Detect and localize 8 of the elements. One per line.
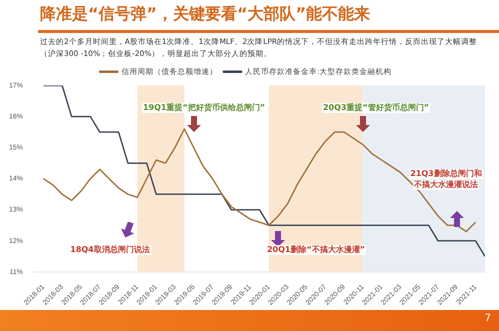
chart-title: 降准是“信号弹”，关键要看“大部队”能不能来: [40, 4, 370, 25]
annotation: 不搞大水漫灌说法: [413, 180, 479, 190]
annotation: 20Q3重提“管好货币总闸门”: [322, 103, 430, 113]
annotation: 18Q4取消总闸门说法: [69, 245, 151, 255]
annotation: 19Q1重提“把好货币供给总闸门”: [142, 103, 266, 113]
annotation: 21Q3删除总闸门和: [409, 169, 483, 179]
annotation: 20Q1删除“不搞大水漫灌”: [266, 245, 366, 255]
text: 7: [484, 313, 491, 324]
